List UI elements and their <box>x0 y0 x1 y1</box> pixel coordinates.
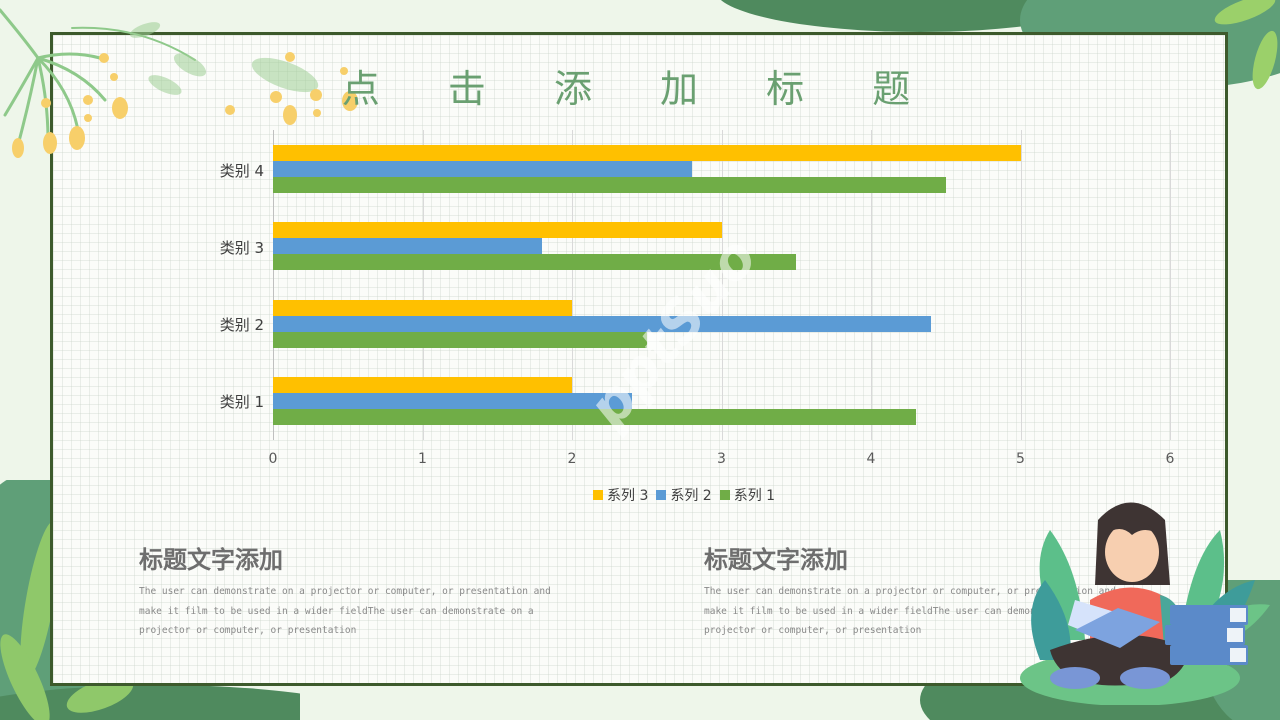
gridline <box>721 130 723 440</box>
legend-item-series-1: 系列 1 <box>719 485 776 505</box>
bar-1-category-1 <box>273 409 916 425</box>
bar-1-category-2 <box>273 332 647 348</box>
legend-swatch <box>593 490 603 500</box>
section-body-left[interactable]: The user can demonstrate on a projector … <box>139 586 551 636</box>
category-label: 类别 1 <box>219 393 264 411</box>
gridline <box>1170 130 1171 440</box>
bar-2-category-2 <box>273 316 931 332</box>
bar-2-category-4 <box>273 161 692 177</box>
bar-3-category-4 <box>273 145 1021 161</box>
section-title-right[interactable]: 标题文字添加 <box>704 546 848 574</box>
bar-1-category-3 <box>273 254 797 270</box>
legend-swatch <box>656 490 667 500</box>
category-label: 类别 2 <box>219 316 264 334</box>
legend-label: 系列 2 <box>670 488 712 504</box>
slide-title[interactable]: 点 击 添 加 标 题 <box>341 67 939 111</box>
x-tick-label: 1 <box>418 451 427 467</box>
legend-label: 系列 1 <box>733 488 776 504</box>
girl-reading-illustration <box>1020 502 1270 705</box>
legend-item-series-3: 系列 3 <box>593 485 648 505</box>
gridline <box>422 130 424 440</box>
x-tick-label: 0 <box>268 451 278 467</box>
gridline <box>1020 130 1022 440</box>
section-title-left[interactable]: 标题文字添加 <box>139 546 283 574</box>
bar-2-category-3 <box>273 238 543 254</box>
gridline <box>871 130 872 440</box>
x-tick-label: 3 <box>717 451 726 467</box>
x-tick-label: 6 <box>1165 451 1175 467</box>
category-label: 类别 3 <box>219 239 264 257</box>
x-tick-label: 5 <box>1016 451 1025 467</box>
category-label: 类别 4 <box>219 162 264 180</box>
flower-branch-decoration <box>0 8 358 158</box>
bar-3-category-2 <box>273 300 572 316</box>
legend-label: 系列 3 <box>607 488 649 504</box>
section-body-right[interactable]: The user can demonstrate on a projector … <box>704 586 1116 636</box>
bar-2-category-1 <box>273 393 632 409</box>
gridline <box>273 130 274 440</box>
x-tick-label: 4 <box>866 451 876 467</box>
slide-frame <box>50 32 1228 686</box>
plot-area <box>273 130 1171 440</box>
bar-1-category-4 <box>273 177 946 193</box>
chart-legend: 系列 3 系列 2 系列 1 <box>593 485 775 505</box>
bar-3-category-3 <box>273 222 722 238</box>
gridline <box>572 130 573 440</box>
legend-swatch <box>719 490 730 500</box>
x-tick-label: 2 <box>567 451 577 467</box>
bar-3-category-1 <box>273 377 572 393</box>
legend-item-series-2: 系列 2 <box>656 485 712 505</box>
